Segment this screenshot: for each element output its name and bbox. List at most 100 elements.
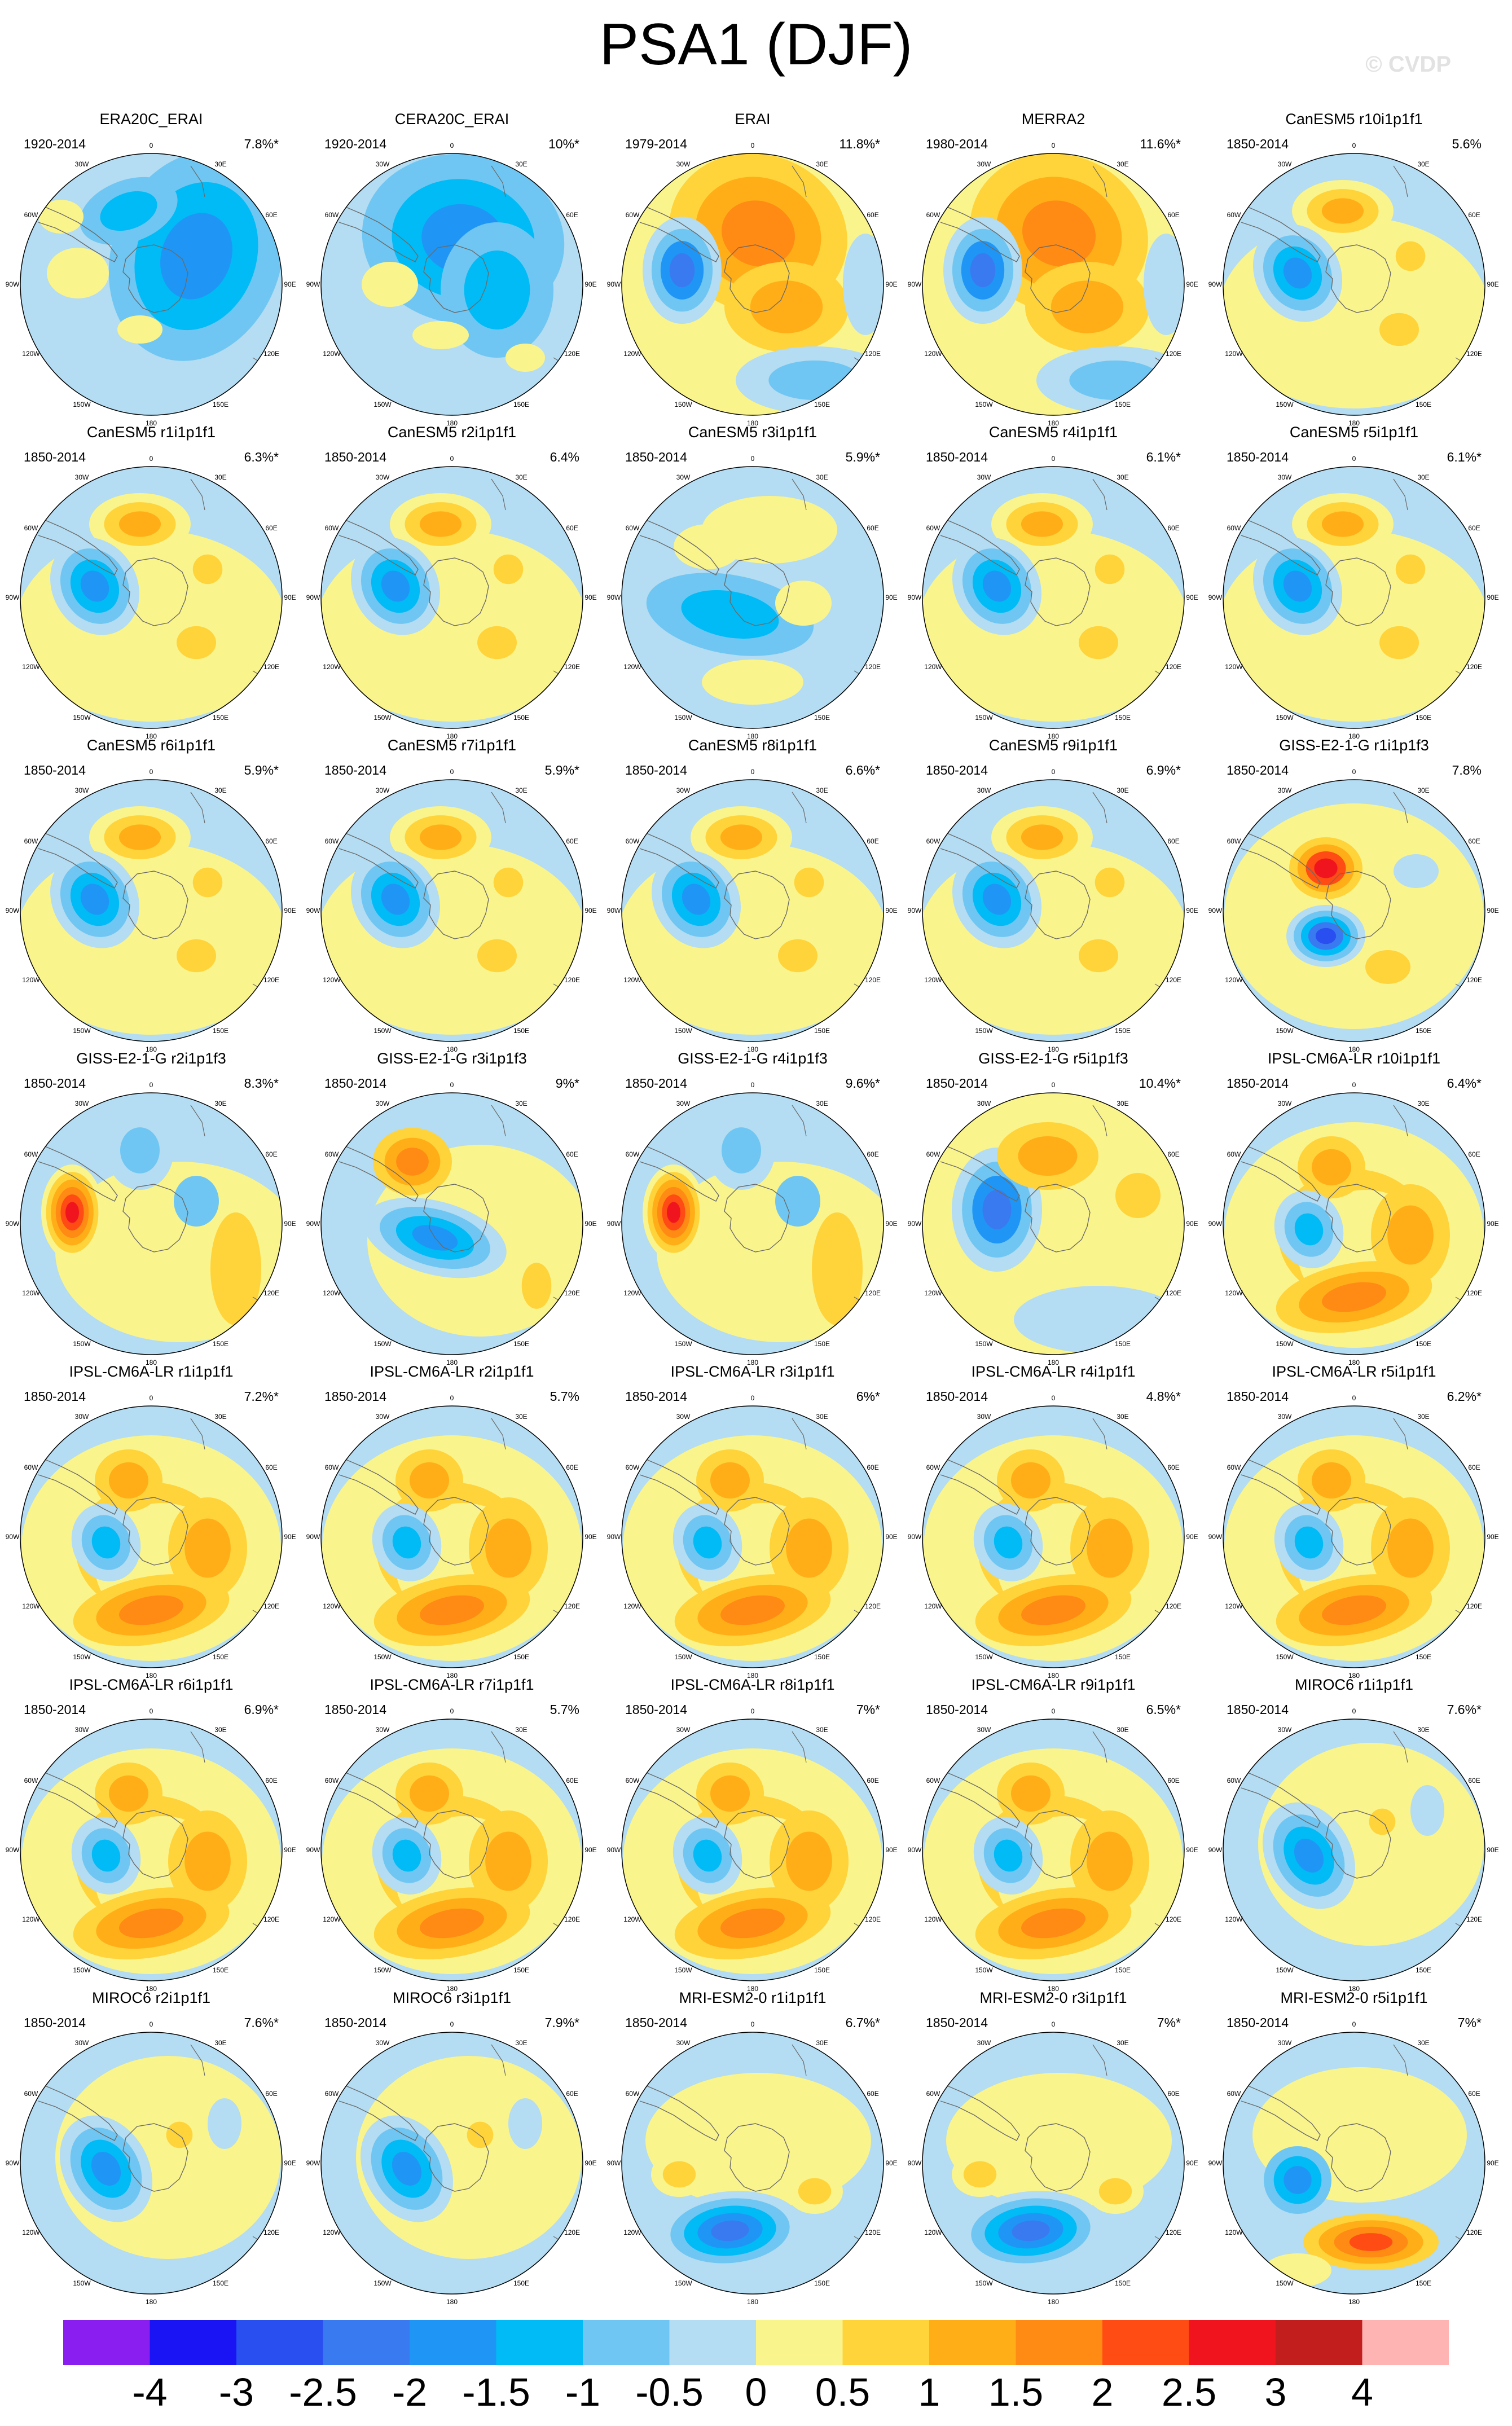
map-panel: CanESM5 r7i1p1f1 1850-2014 5.9%* 0 30E 60E 90E… <box>301 733 603 1053</box>
longitude-label: 60W <box>626 524 640 532</box>
longitude-label: 60E <box>1167 837 1179 845</box>
longitude-label: 30W <box>1278 160 1292 168</box>
longitude-label: 120E <box>1166 1915 1181 1923</box>
longitude-label: 90W <box>1208 594 1223 601</box>
longitude-label: 30E <box>1417 1100 1429 1107</box>
panel-variance-percent: 7.8% <box>1452 763 1482 777</box>
polar-map: 0 30E 60E 90E 120E 150E 180 150W 120W 90W 60W 30W <box>6 1394 296 1680</box>
longitude-label: 60W <box>24 837 38 845</box>
longitude-label: 30E <box>1417 2039 1429 2047</box>
longitude-label: 60E <box>1468 837 1480 845</box>
longitude-label: 90E <box>584 1220 596 1228</box>
longitude-label: 0 <box>751 768 755 776</box>
longitude-label: 150W <box>73 714 91 722</box>
longitude-label: 150W <box>373 1966 392 1974</box>
longitude-label: 90E <box>1186 1220 1198 1228</box>
longitude-label: 150E <box>814 401 830 408</box>
longitude-label: 120E <box>1166 663 1181 671</box>
longitude-label: 60W <box>24 211 38 219</box>
longitude-label: 30W <box>75 1100 89 1107</box>
longitude-label: 60E <box>265 524 277 532</box>
longitude-label: 0 <box>1052 1707 1056 1715</box>
panel-variance-percent: 10.4%* <box>1139 1076 1181 1091</box>
longitude-label: 150E <box>1416 714 1431 722</box>
longitude-label: 150E <box>213 714 228 722</box>
polar-map: 0 30E 60E 90E 120E 150E 180 150W 120W 90W 60W 30W <box>1208 1707 1499 1993</box>
longitude-label: 90E <box>1487 280 1498 288</box>
longitude-label: 0 <box>751 1081 755 1089</box>
panel-title: CanESM5 r7i1p1f1 <box>387 737 517 754</box>
colorbar-tick-label: -0.5 <box>635 2370 704 2414</box>
map-panel: CanESM5 r3i1p1f1 1850-2014 5.9%* 0 30E 60E 90E… <box>601 420 904 740</box>
panel-title: ERAI <box>735 111 771 128</box>
longitude-label: 150E <box>213 1027 228 1035</box>
panel-years: 1850-2014 <box>24 1076 86 1091</box>
longitude-label: 60E <box>265 1777 277 1785</box>
panel-years: 1850-2014 <box>926 2015 988 2030</box>
longitude-label: 0 <box>1052 142 1056 150</box>
panel-years: 1850-2014 <box>324 450 386 464</box>
longitude-label: 180 <box>1048 419 1059 427</box>
longitude-label: 180 <box>747 419 758 427</box>
longitude-label: 30W <box>676 2039 691 2047</box>
panel-title: CanESM5 r1i1p1f1 <box>86 424 216 441</box>
longitude-label: 150E <box>213 1653 228 1661</box>
longitude-label: 150E <box>513 1027 529 1035</box>
panel-years: 1850-2014 <box>24 763 86 777</box>
longitude-label: 150W <box>73 1027 91 1035</box>
longitude-label: 90W <box>607 907 621 915</box>
longitude-label: 120W <box>22 2229 40 2236</box>
longitude-label: 90W <box>6 907 20 915</box>
longitude-label: 60W <box>325 1463 339 1471</box>
longitude-label: 180 <box>446 1045 458 1053</box>
longitude-label: 30W <box>376 1100 390 1107</box>
panel-years: 1980-2014 <box>926 137 988 151</box>
longitude-label: 60E <box>1167 1463 1179 1471</box>
longitude-label: 150E <box>1115 1027 1131 1035</box>
longitude-label: 30W <box>676 1100 691 1107</box>
longitude-label: 150W <box>674 714 692 722</box>
longitude-label: 60E <box>566 524 578 532</box>
colorbar-tick-label: -2 <box>392 2370 428 2414</box>
longitude-label: 120E <box>1166 2229 1181 2236</box>
longitude-label: 180 <box>1048 1985 1059 1993</box>
polar-map: 0 30E 60E 90E 120E 150E 180 150W 120W 90W 60W 30W <box>908 455 1198 740</box>
longitude-label: 60E <box>1167 1777 1179 1785</box>
longitude-label: 150E <box>1115 1340 1131 1348</box>
longitude-label: 60E <box>566 1150 578 1158</box>
longitude-label: 0 <box>150 142 153 150</box>
longitude-label: 60W <box>1227 524 1241 532</box>
longitude-label: 120E <box>564 2229 580 2236</box>
map-panel: CanESM5 r5i1p1f1 1850-2014 6.1%* 0 30E 60E 90E… <box>1203 420 1505 740</box>
panel-title: CanESM5 r10i1p1f1 <box>1285 111 1423 128</box>
longitude-label: 0 <box>450 2020 454 2028</box>
longitude-label: 90E <box>584 2159 596 2167</box>
longitude-label: 120E <box>865 2229 881 2236</box>
longitude-label: 30W <box>75 1726 89 1734</box>
panel-years: 1850-2014 <box>625 1076 687 1091</box>
panel-years: 1850-2014 <box>24 2015 86 2030</box>
colorbar-segment <box>1016 2320 1103 2365</box>
panel-title: IPSL-CM6A-LR r6i1p1f1 <box>69 1676 234 1693</box>
colorbar-segment <box>583 2320 670 2365</box>
longitude-label: 120E <box>1466 663 1482 671</box>
longitude-label: 60W <box>626 1463 640 1471</box>
longitude-label: 0 <box>1352 1707 1356 1715</box>
panel-variance-percent: 5.9%* <box>244 763 279 777</box>
panel-variance-percent: 7.9%* <box>544 2015 579 2030</box>
longitude-label: 120E <box>865 1289 881 1297</box>
longitude-label: 30E <box>214 1726 226 1734</box>
figure-title: PSA1 (DJF) <box>599 12 913 77</box>
longitude-label: 60W <box>325 837 339 845</box>
longitude-label: 30W <box>977 473 991 481</box>
longitude-label: 60W <box>24 2090 38 2098</box>
panel-variance-percent: 5.9%* <box>845 450 880 464</box>
longitude-label: 30E <box>1117 1100 1128 1107</box>
panel-years: 1850-2014 <box>324 1076 386 1091</box>
longitude-label: 60E <box>867 2090 878 2098</box>
longitude-label: 60W <box>626 1777 640 1785</box>
longitude-label: 150E <box>1416 1653 1431 1661</box>
longitude-label: 180 <box>446 1985 458 1993</box>
longitude-label: 90E <box>1487 2159 1498 2167</box>
polar-map: 0 30E 60E 90E 120E 150E 180 150W 120W 90W 60W 30W <box>306 455 597 740</box>
